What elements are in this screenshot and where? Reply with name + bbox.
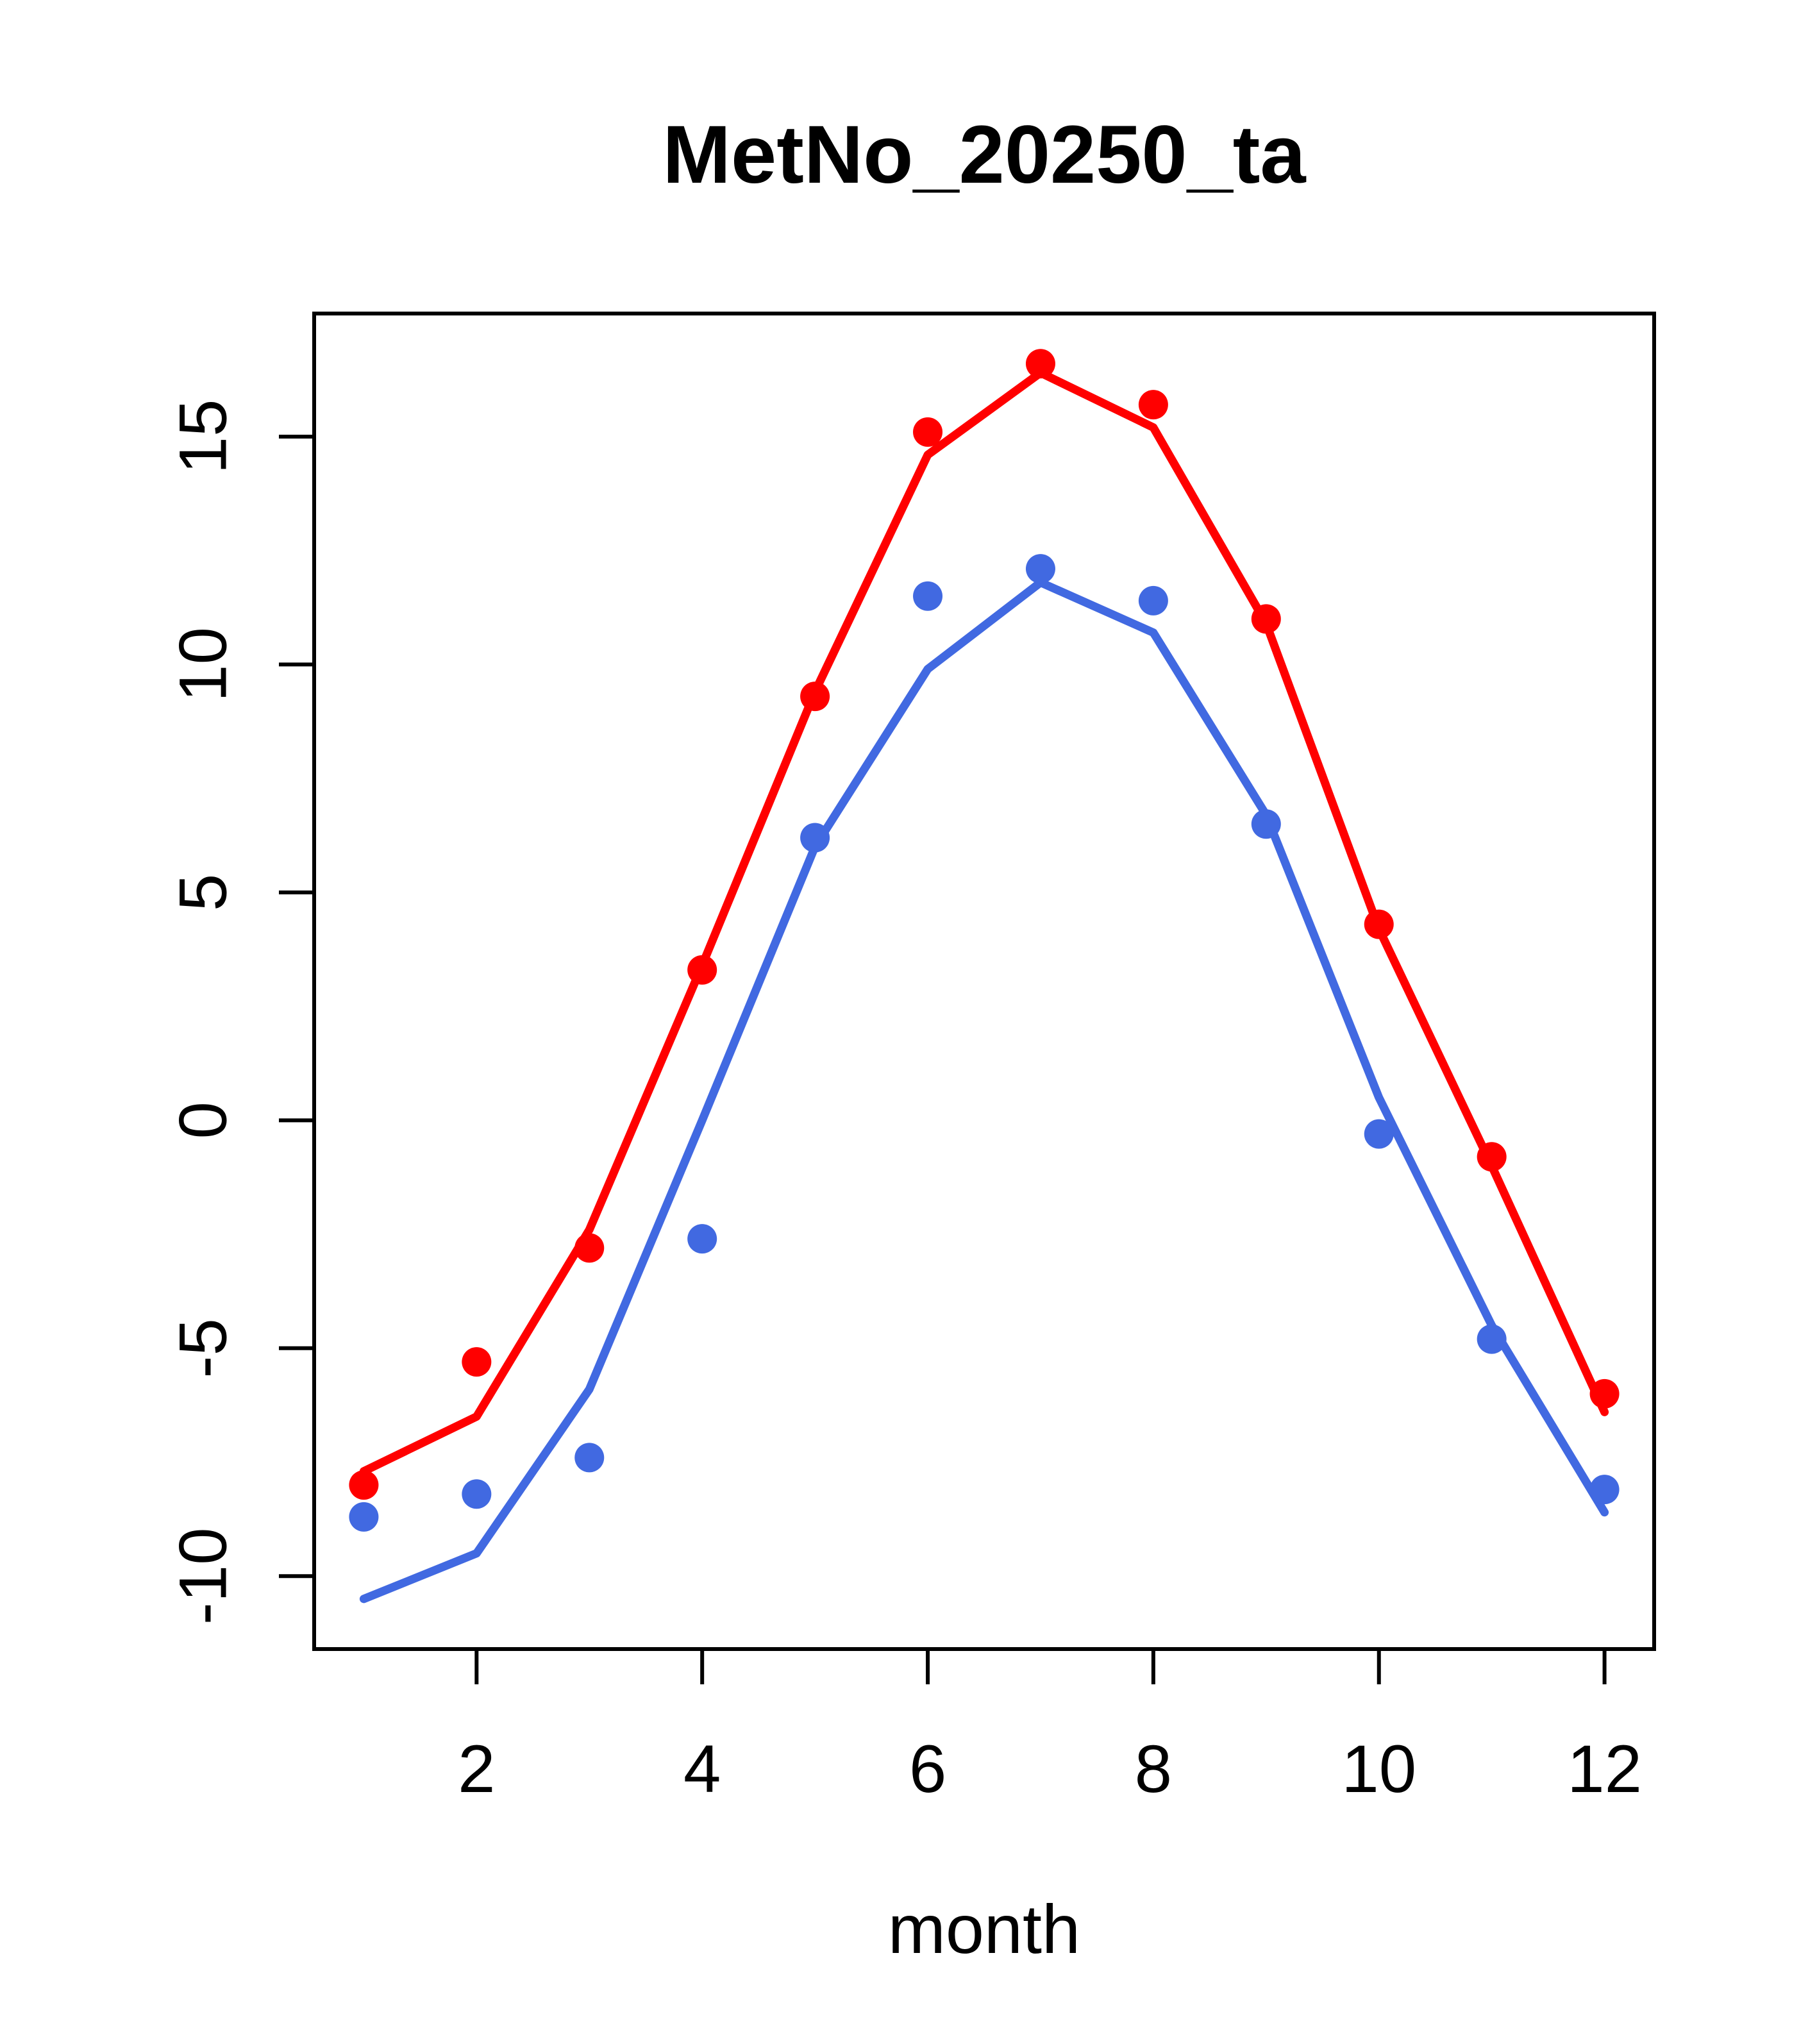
blue-points-dot	[687, 1224, 717, 1254]
red-points-dot	[913, 417, 943, 447]
y-tick-label: 5	[166, 874, 241, 911]
red-points-dot	[1251, 604, 1281, 634]
y-tick-label: 15	[166, 399, 241, 474]
red-points-dot	[1138, 390, 1168, 420]
blue-points-dot	[800, 823, 830, 853]
blue-points-dot	[1251, 809, 1281, 839]
red-points-dot	[800, 682, 830, 712]
blue-points-dot	[1589, 1475, 1620, 1505]
red-points-dot	[574, 1233, 605, 1263]
y-tick-label: -5	[166, 1318, 241, 1378]
x-tick-label: 12	[1567, 1732, 1642, 1807]
x-axis-label: month	[887, 1890, 1081, 1968]
red-points-dot	[349, 1470, 379, 1500]
x-tick-label: 2	[458, 1732, 495, 1807]
red-points-dot	[687, 955, 717, 985]
x-tick-label: 6	[909, 1732, 946, 1807]
blue-line-path	[359, 578, 1609, 1604]
red-points-dot	[1589, 1378, 1620, 1409]
blue-points-dot	[349, 1502, 379, 1532]
blue-points-dot	[1025, 554, 1055, 584]
red-points-dot	[1364, 909, 1394, 939]
blue-points-dot	[1138, 585, 1168, 616]
blue-points-dot	[1477, 1324, 1507, 1354]
blue-points-dot	[462, 1479, 492, 1509]
y-tick-label: 10	[166, 627, 241, 702]
blue-points-dot	[913, 581, 943, 611]
blue-points-dot	[1364, 1119, 1394, 1149]
x-tick-label: 4	[683, 1732, 721, 1807]
red-line-path	[359, 368, 1609, 1476]
red-points-dot	[462, 1347, 492, 1377]
x-tick-label: 10	[1341, 1732, 1416, 1807]
plot-frame	[312, 312, 1656, 1651]
red-points-dot	[1025, 349, 1055, 379]
y-tick-label: -10	[166, 1527, 241, 1625]
x-tick-label: 8	[1135, 1732, 1172, 1807]
red-points-dot	[1477, 1142, 1507, 1172]
chart-title: MetNo_20250_ta	[662, 109, 1306, 201]
blue-points-dot	[574, 1443, 605, 1473]
y-tick-label: 0	[166, 1102, 241, 1139]
